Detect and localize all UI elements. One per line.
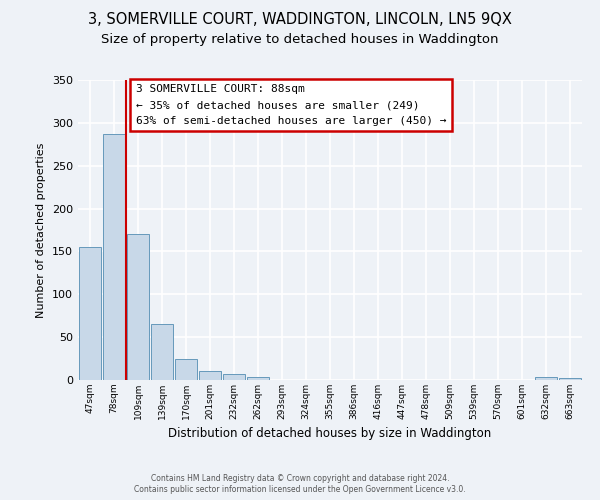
Bar xyxy=(199,372,221,380)
Bar xyxy=(151,324,173,380)
Bar xyxy=(127,234,149,380)
Text: 3 SOMERVILLE COURT: 88sqm
← 35% of detached houses are smaller (249)
63% of semi: 3 SOMERVILLE COURT: 88sqm ← 35% of detac… xyxy=(136,84,446,126)
Bar xyxy=(247,378,269,380)
Bar xyxy=(223,374,245,380)
Y-axis label: Number of detached properties: Number of detached properties xyxy=(37,142,46,318)
X-axis label: Distribution of detached houses by size in Waddington: Distribution of detached houses by size … xyxy=(169,428,491,440)
Text: 3, SOMERVILLE COURT, WADDINGTON, LINCOLN, LN5 9QX: 3, SOMERVILLE COURT, WADDINGTON, LINCOLN… xyxy=(88,12,512,28)
Text: Size of property relative to detached houses in Waddington: Size of property relative to detached ho… xyxy=(101,32,499,46)
Bar xyxy=(103,134,125,380)
Bar xyxy=(175,358,197,380)
Bar xyxy=(559,378,581,380)
Bar xyxy=(535,378,557,380)
Text: Contains HM Land Registry data © Crown copyright and database right 2024.
Contai: Contains HM Land Registry data © Crown c… xyxy=(134,474,466,494)
Bar xyxy=(79,247,101,380)
